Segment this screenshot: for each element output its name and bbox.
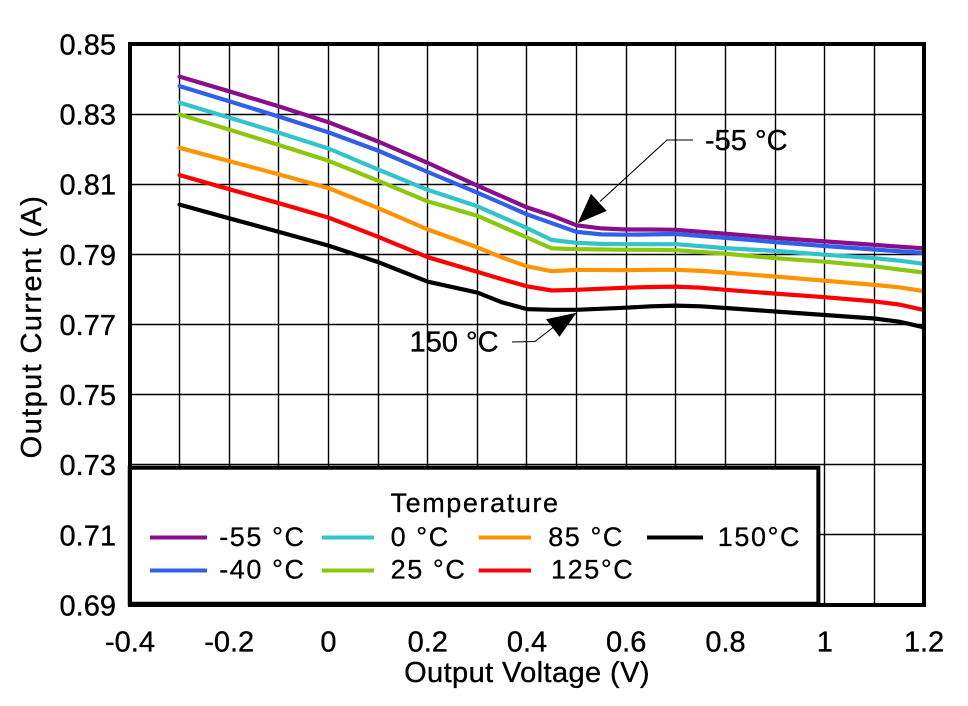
svg-text:0.2: 0.2 bbox=[408, 627, 448, 659]
svg-text:150°C: 150°C bbox=[718, 522, 801, 552]
svg-text:0.8: 0.8 bbox=[705, 627, 745, 659]
svg-text:1: 1 bbox=[817, 627, 833, 659]
svg-text:0.77: 0.77 bbox=[60, 310, 116, 342]
svg-text:0 °C: 0 °C bbox=[391, 522, 450, 552]
svg-text:0.83: 0.83 bbox=[60, 100, 116, 132]
svg-text:85 °C: 85 °C bbox=[548, 522, 624, 552]
svg-text:-0.4: -0.4 bbox=[105, 627, 155, 659]
svg-text:0.81: 0.81 bbox=[60, 170, 116, 202]
svg-text:0.71: 0.71 bbox=[60, 520, 116, 552]
svg-text:-55 °C: -55 °C bbox=[705, 125, 788, 157]
svg-text:0: 0 bbox=[320, 627, 336, 659]
svg-text:Output Voltage (V): Output Voltage (V) bbox=[404, 657, 650, 689]
svg-text:125°C: 125°C bbox=[551, 555, 634, 585]
svg-text:150 °C: 150 °C bbox=[410, 327, 499, 359]
svg-text:25 °C: 25 °C bbox=[391, 555, 467, 585]
svg-text:1.2: 1.2 bbox=[904, 627, 944, 659]
svg-text:-55 °C: -55 °C bbox=[219, 522, 305, 552]
svg-text:0.4: 0.4 bbox=[507, 627, 547, 659]
svg-text:Output Current (A): Output Current (A) bbox=[16, 195, 48, 459]
svg-text:0.6: 0.6 bbox=[606, 627, 646, 659]
svg-text:0.79: 0.79 bbox=[60, 240, 116, 272]
svg-text:0.75: 0.75 bbox=[60, 380, 116, 412]
svg-text:0.69: 0.69 bbox=[60, 591, 116, 623]
svg-text:-40 °C: -40 °C bbox=[219, 555, 305, 585]
svg-text:Temperature: Temperature bbox=[391, 488, 560, 518]
svg-text:-0.2: -0.2 bbox=[204, 627, 254, 659]
svg-text:0.85: 0.85 bbox=[60, 30, 116, 62]
svg-text:0.73: 0.73 bbox=[60, 450, 116, 482]
